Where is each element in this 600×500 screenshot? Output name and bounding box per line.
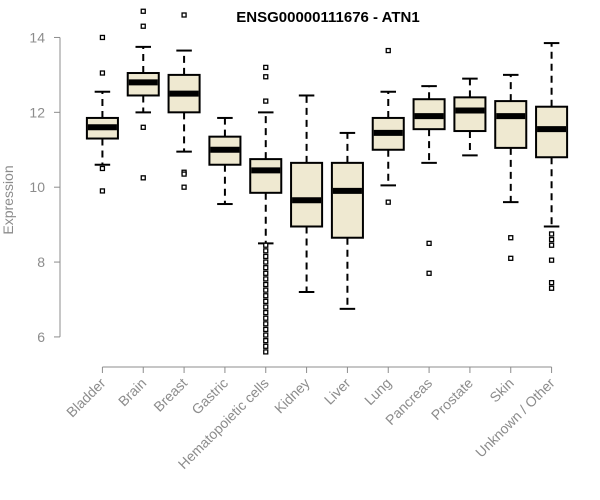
box-group: [126, 8, 160, 181]
box-group: [249, 64, 283, 355]
outlier-point: [263, 332, 269, 338]
box-group: [330, 131, 364, 310]
outlier-point: [263, 74, 269, 80]
outlier-point: [548, 236, 555, 243]
outlier-point: [181, 184, 187, 190]
outlier-point: [140, 8, 146, 14]
x-tick-label: Skin: [486, 375, 517, 406]
outlier-point: [263, 287, 269, 293]
outlier-point: [263, 349, 269, 355]
box-group: [208, 116, 242, 206]
outlier-point: [426, 270, 432, 276]
outlier-point: [548, 242, 555, 248]
outlier-point: [263, 343, 269, 349]
outlier-point: [263, 270, 269, 276]
outlier-point: [548, 279, 555, 286]
x-tick-label: Bladder: [63, 375, 109, 421]
y-tick-label: 8: [37, 254, 45, 270]
box-group: [167, 12, 201, 190]
outlier-point: [263, 326, 269, 333]
outlier-point: [548, 257, 555, 263]
outlier-point: [263, 293, 269, 299]
outlier-point: [181, 171, 187, 177]
outlier-point: [140, 124, 146, 130]
y-axis: 6 8 10 12 14: [29, 29, 61, 345]
box-iqr: [453, 96, 487, 133]
x-tick-label: Breast: [150, 375, 190, 415]
x-tick-label: Liver: [321, 375, 354, 408]
box-iqr: [494, 100, 528, 149]
outlier-point: [385, 199, 391, 205]
box-group: [371, 47, 405, 205]
outlier-point: [508, 255, 514, 261]
outlier-point: [263, 304, 269, 310]
y-tick-label: 14: [29, 29, 45, 45]
y-tick-label: 6: [37, 329, 45, 345]
outlier-point: [263, 98, 269, 104]
box-iqr: [290, 161, 324, 228]
outlier-point: [99, 188, 106, 194]
box-group: [290, 94, 324, 294]
outlier-point: [426, 240, 432, 246]
box-group: [453, 77, 487, 157]
chart-title: ENSG00000111676 - ATN1: [236, 9, 419, 26]
x-tick-label: Prostate: [428, 375, 476, 423]
box-series: [85, 8, 569, 355]
y-axis-label: Expression: [0, 165, 16, 234]
x-tick-label: Lung: [361, 375, 394, 408]
box-group: [412, 85, 446, 276]
outlier-point: [263, 242, 269, 248]
box-group: [494, 73, 528, 261]
outlier-point: [548, 231, 555, 237]
outlier-point: [99, 165, 106, 172]
outlier-point: [263, 64, 269, 71]
outlier-point: [263, 265, 269, 271]
outlier-point: [548, 285, 555, 291]
y-tick-label: 10: [29, 179, 45, 195]
outlier-point: [263, 315, 269, 321]
outlier-point: [385, 47, 391, 54]
outlier-point: [263, 321, 269, 327]
outlier-point: [99, 34, 106, 41]
outlier-point: [99, 70, 106, 76]
outlier-point: [263, 281, 269, 288]
y-tick-label: 12: [29, 104, 45, 120]
x-tick-label: Kidney: [271, 375, 313, 417]
outlier-point: [263, 253, 269, 260]
outlier-point: [140, 175, 146, 181]
outlier-point: [263, 338, 269, 344]
outlier-point: [263, 309, 269, 316]
outlier-point: [263, 259, 269, 265]
box-iqr: [330, 161, 364, 239]
box-iqr: [249, 158, 283, 194]
x-tick-label: Brain: [115, 375, 149, 409]
outlier-point: [181, 12, 187, 18]
box-group: [85, 34, 119, 194]
outlier-point: [140, 23, 146, 29]
outlier-point: [263, 276, 269, 282]
outlier-point: [508, 235, 514, 241]
outlier-point: [263, 298, 269, 305]
box-group: [535, 42, 569, 291]
outlier-point: [263, 248, 269, 254]
